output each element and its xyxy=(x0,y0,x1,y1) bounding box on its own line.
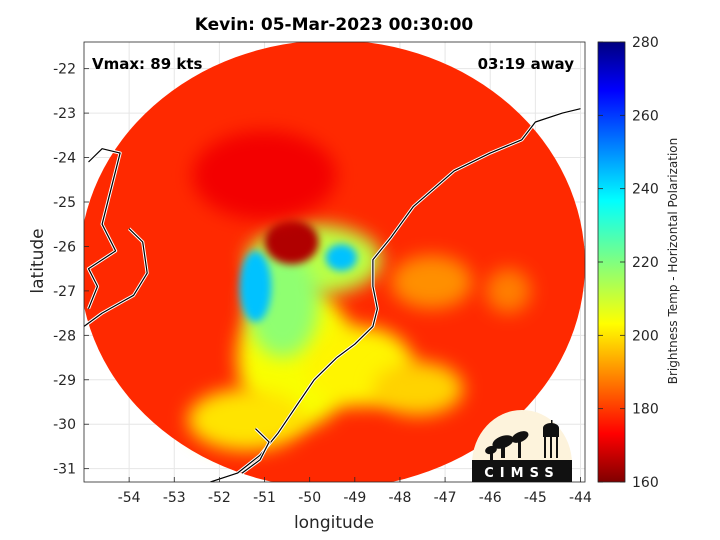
coastlines xyxy=(84,107,581,482)
y-tick-label: -27 xyxy=(53,284,76,300)
logo-banner xyxy=(472,460,572,482)
y-tick-label: -24 xyxy=(53,151,76,167)
colorbar-ticks: 160 180 200 220 240 260 280 xyxy=(598,35,659,491)
x-tick-label: -48 xyxy=(389,490,412,506)
chart-title: Kevin: 05-Mar-2023 00:30:00 xyxy=(195,15,474,35)
x-tick-label: -51 xyxy=(253,490,276,506)
y-tick-label: -23 xyxy=(53,106,76,122)
colorbar-tick-label: 160 xyxy=(632,475,659,491)
x-tick-label: -53 xyxy=(163,490,186,506)
y-tick-label: -26 xyxy=(53,239,76,255)
coastline xyxy=(241,428,270,474)
x-tick-label: -50 xyxy=(298,490,321,506)
y-tick-label: -31 xyxy=(53,462,76,478)
x-tick-label: -52 xyxy=(208,490,231,506)
colorbar-tick-label: 220 xyxy=(632,255,659,271)
y-axis-ticks: -22 -23 -24 -25 -26 -27 -28 -29 -30 -31 xyxy=(53,62,89,478)
logo-text: CIMSS xyxy=(484,466,559,481)
y-tick-label: -30 xyxy=(53,417,76,433)
swath-feature xyxy=(264,219,319,265)
swath-feature xyxy=(192,130,337,220)
colorbar-tick-label: 240 xyxy=(632,182,659,198)
coastline xyxy=(87,148,121,309)
x-tick-label: -45 xyxy=(524,490,547,506)
swath-feature xyxy=(372,362,464,416)
x-tick-label: -44 xyxy=(569,490,592,506)
swath-feature xyxy=(325,244,358,271)
x-axis-ticks: -54 -53 -52 -51 -50 -49 -48 -47 -46 -45 -44 xyxy=(118,477,592,506)
colorbar-title: Brightness Temp - Horizontal Polarizatio… xyxy=(666,138,680,385)
coastline xyxy=(336,108,581,359)
colorbar-tick-label: 280 xyxy=(632,35,659,51)
swath-feature xyxy=(390,255,473,309)
cimss-logo: CIMSS xyxy=(472,410,572,482)
plot-frame xyxy=(83,41,586,483)
y-tick-label: -28 xyxy=(53,328,76,344)
colorbar-tick-label: 200 xyxy=(632,328,659,344)
x-tick-label: -46 xyxy=(479,490,502,506)
water-tower-icon xyxy=(543,420,559,458)
swath-feature xyxy=(239,250,272,322)
y-tick-label: -25 xyxy=(53,195,76,211)
colorbar-tick-label: 260 xyxy=(632,108,659,124)
x-tick-label: -47 xyxy=(434,490,457,506)
coastline xyxy=(210,357,338,482)
x-tick-label: -54 xyxy=(118,490,141,506)
y-tick-label: -22 xyxy=(53,62,76,78)
x-axis-title: longitude xyxy=(294,513,374,533)
colorbar-tick-label: 180 xyxy=(632,402,659,418)
dish-antennas-icon xyxy=(485,431,529,460)
vmax-annotation: Vmax: 89 kts xyxy=(92,55,202,73)
x-tick-label: -49 xyxy=(343,490,366,506)
coastline xyxy=(84,228,148,327)
time-away-annotation: 03:19 away xyxy=(478,55,575,73)
y-tick-label: -29 xyxy=(53,373,76,389)
y-axis-title: latitude xyxy=(28,228,48,293)
swath-feature xyxy=(485,268,531,314)
